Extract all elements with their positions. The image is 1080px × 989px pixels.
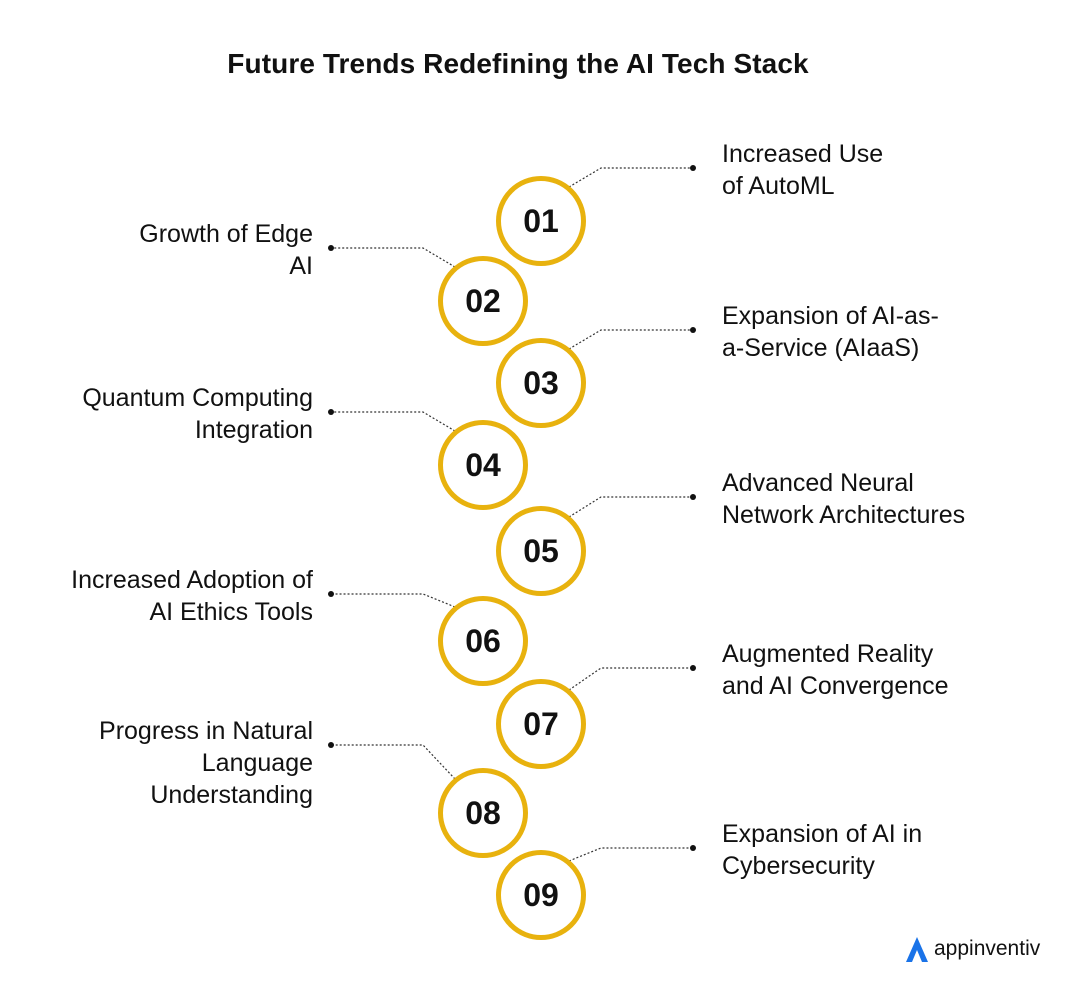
- trend-circle-07: 07: [496, 679, 586, 769]
- connector-dot-09: [690, 845, 696, 851]
- trend-label-line: Increased Adoption of: [71, 566, 313, 594]
- trend-label-line: Expansion of AI in: [722, 820, 923, 848]
- connector-line-03: [568, 329, 693, 350]
- trend-label-line: and AI Convergence: [722, 672, 949, 700]
- trend-circle-05: 05: [496, 506, 586, 596]
- trend-label-line: a-Service (AIaaS): [722, 334, 920, 362]
- trend-label-04: Quantum Computing Integration: [82, 382, 313, 446]
- brand-logo: appinventiv: [904, 934, 1040, 964]
- trend-label-line: Language: [201, 749, 313, 777]
- connector-line-05: [568, 496, 693, 518]
- trend-circle-03: 03: [496, 338, 586, 428]
- trend-label-line: Cybersecurity: [722, 852, 875, 880]
- connector-line-09: [568, 847, 693, 862]
- brand-name: appinventiv: [934, 937, 1041, 960]
- trend-label-line: Expansion of AI-as-: [722, 302, 939, 330]
- connector-line-06: [331, 593, 456, 608]
- trend-label-line: Augmented Reality: [722, 640, 934, 668]
- trend-label-line: Progress in Natural: [99, 717, 313, 745]
- connector-dot-05: [690, 494, 696, 500]
- trend-label-line: Growth of Edge: [139, 220, 313, 248]
- connector-dot-06: [328, 591, 334, 597]
- trend-label-07: Augmented Reality and AI Convergence: [722, 638, 949, 702]
- trend-label-line: AI: [289, 252, 313, 280]
- trend-label-line: Integration: [194, 416, 313, 444]
- trend-label-line: of AutoML: [722, 172, 835, 200]
- connector-dot-03: [690, 327, 696, 333]
- trend-circle-01: 01: [496, 176, 586, 266]
- connector-dot-02: [328, 245, 334, 251]
- trend-label-line: Advanced Neural: [722, 469, 914, 497]
- connector-line-07: [568, 667, 693, 691]
- trend-label-line: Quantum Computing: [82, 384, 313, 412]
- appinventiv-logo-icon: [906, 937, 928, 962]
- trend-label-line: Network Architectures: [722, 501, 966, 529]
- trend-circle-04: 04: [438, 420, 528, 510]
- connector-dot-04: [328, 409, 334, 415]
- connector-line-08: [331, 744, 456, 780]
- connector-dot-07: [690, 665, 696, 671]
- trend-label-03: Expansion of AI-as-a-Service (AIaaS): [722, 300, 939, 364]
- trend-circle-09: 09: [496, 850, 586, 940]
- connector-line-01: [568, 167, 693, 188]
- diagram-title: Future Trends Redefining the AI Tech Sta…: [227, 48, 809, 79]
- trend-label-line: AI Ethics Tools: [149, 598, 313, 626]
- trend-label-line: Understanding: [150, 781, 313, 809]
- connector-dot-08: [328, 742, 334, 748]
- trend-label-01: Increased Use of AutoML: [722, 138, 883, 202]
- connector-line-02: [331, 247, 456, 268]
- trend-circle-02: 02: [438, 256, 528, 346]
- trend-label-09: Expansion of AI in Cybersecurity: [722, 818, 922, 882]
- trend-circle-06: 06: [438, 596, 528, 686]
- trend-label-08: Progress in Natural Language Understanding: [99, 715, 313, 811]
- trend-label-line: Increased Use: [722, 140, 884, 168]
- trend-circle-08: 08: [438, 768, 528, 858]
- trend-label-02: Growth of Edge AI: [139, 218, 313, 282]
- trend-label-05: Advanced Neural Network Architectures: [722, 467, 965, 531]
- connector-line-04: [331, 411, 456, 432]
- trend-label-06: Increased Adoption of AI Ethics Tools: [71, 564, 313, 628]
- connector-dot-01: [690, 165, 696, 171]
